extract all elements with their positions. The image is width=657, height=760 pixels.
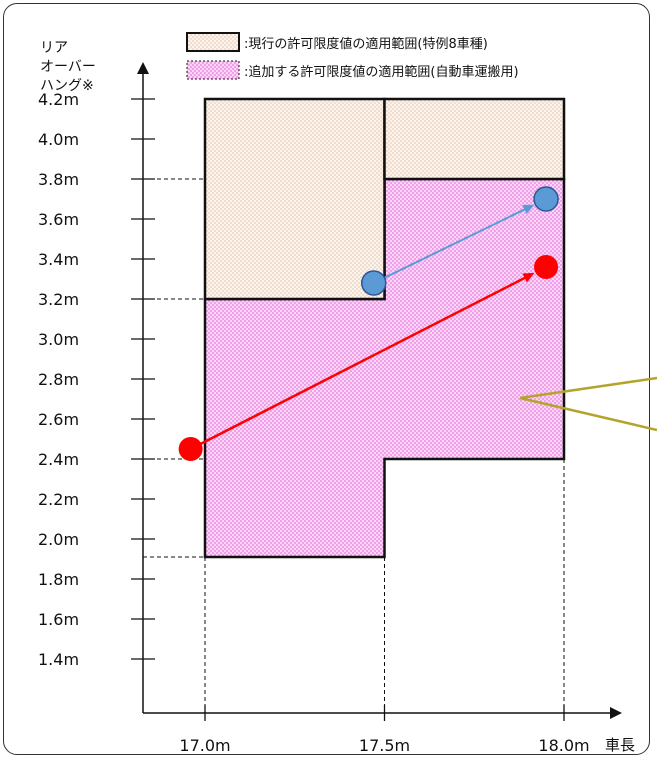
- y-tick-label: 3.0m: [38, 330, 79, 349]
- y-tick-label: 2.8m: [38, 370, 79, 389]
- x-tick-label: 17.0m: [179, 736, 230, 755]
- y-tick-label: 3.6m: [38, 210, 79, 229]
- y-tick-label: 3.4m: [38, 250, 79, 269]
- arrow-shaft-0: [373, 207, 528, 284]
- x-ticks: 17.0m 17.5m 18.0m: [179, 705, 590, 755]
- x-axis-arrowhead: [610, 707, 622, 719]
- marker-start-0: [360, 270, 387, 296]
- y-tick-label: 3.2m: [38, 290, 79, 309]
- y-tick-label: 2.2m: [38, 490, 79, 509]
- marker-start-1: [178, 437, 203, 461]
- x-tick-label: 17.5m: [359, 736, 410, 755]
- arrow-head-0: [522, 204, 535, 214]
- y-tick-label: 4.0m: [38, 130, 79, 149]
- y-ticks: 4.2m 4.0m 3.8m 3.6m 3.4m 3.2m 3.0m 2.8m 2.6m 2.4m…: [38, 90, 155, 669]
- regions: [203, 97, 566, 559]
- legend-label-added: :追加する許可限度値の適用範囲(自動車運搬用): [244, 64, 519, 80]
- y-tick-label: 2.6m: [38, 410, 79, 429]
- y-axis-title-line1: リア: [40, 40, 68, 56]
- y-axis-arrowhead: [137, 62, 149, 74]
- y-tick-label: 2.0m: [38, 530, 79, 549]
- x-tick-label: 18.0m: [538, 736, 589, 755]
- y-tick-label: 1.4m: [38, 650, 79, 669]
- x-axis-title: 車長: [605, 736, 635, 754]
- arrow-head-1: [522, 272, 535, 283]
- legend-label-current: :現行の許可限度値の適用範囲(特例8車種): [244, 36, 488, 52]
- legend-swatch-current: [186, 32, 240, 52]
- y-axis-title-line3: ハング※: [40, 78, 94, 94]
- arrow-shaft-1: [190, 275, 528, 451]
- current-range-region-1: [383, 97, 566, 181]
- y-tick-label: 1.6m: [38, 610, 79, 629]
- y-axis-title-line2: オーバー: [40, 59, 96, 75]
- transition-arrows: [178, 186, 559, 461]
- current-range-region-0: [203, 97, 386, 301]
- y-tick-label: 4.2m: [38, 90, 79, 109]
- y-tick-label: 1.8m: [38, 570, 79, 589]
- marker-end-0: [533, 186, 559, 212]
- y-tick-label: 2.4m: [38, 450, 79, 469]
- marker-end-1: [534, 255, 559, 279]
- legend-swatch-added: [186, 60, 240, 80]
- y-tick-label: 3.8m: [38, 170, 79, 189]
- callout-pointer: [519, 376, 657, 432]
